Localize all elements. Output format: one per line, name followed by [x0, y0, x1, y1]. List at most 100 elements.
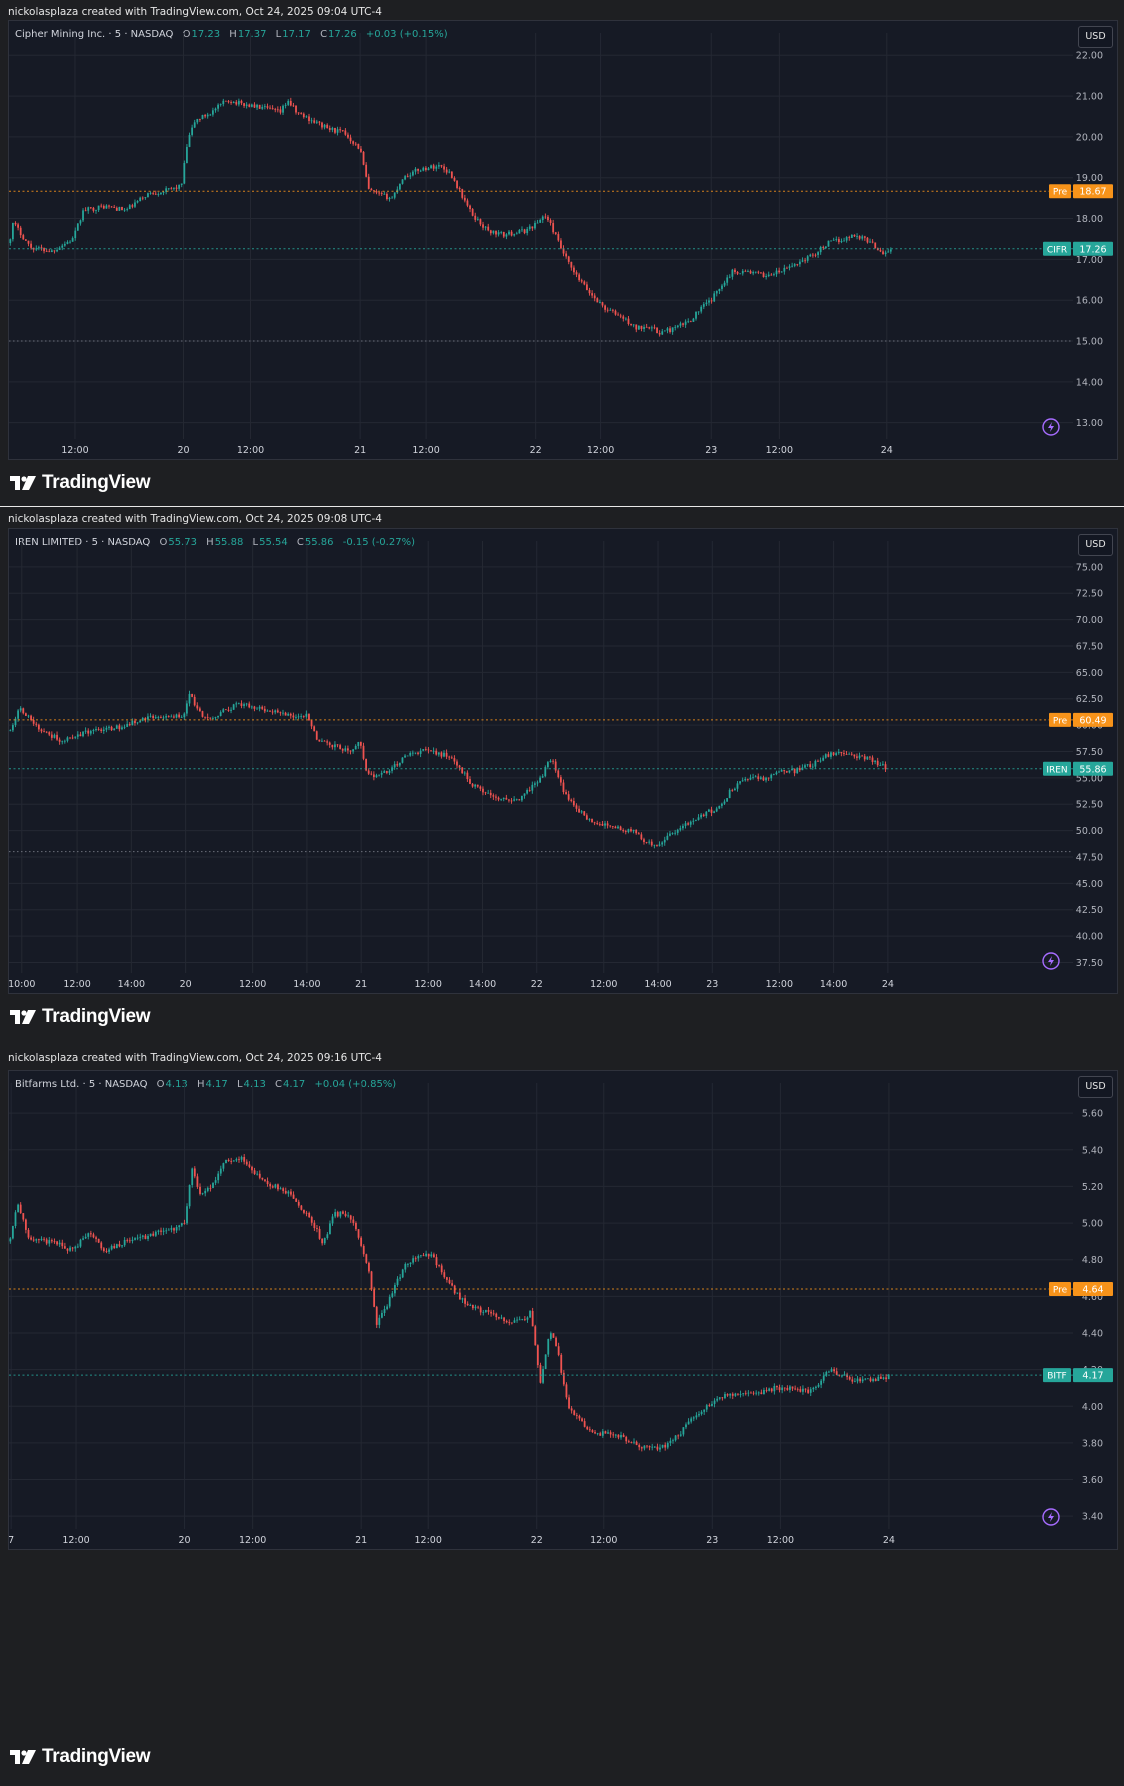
candle-body	[523, 1319, 526, 1321]
candle-body	[526, 228, 529, 234]
candle-body	[546, 762, 549, 768]
candle-body	[461, 1298, 464, 1300]
chart-area[interactable]: Cipher Mining Inc. · 5 · NASDAQ O17.23 H…	[8, 20, 1118, 460]
price-chart-svg[interactable]: 13.00 14.00 15.00 16.00 17.00 18.00 19.00 20.00…	[9, 21, 1117, 459]
candle-body	[624, 831, 627, 833]
candle-body	[786, 1388, 789, 1390]
candle-body	[243, 103, 245, 106]
candle-body	[232, 704, 235, 710]
candle-body	[601, 824, 604, 826]
candle-body	[199, 118, 201, 120]
brand-text: TradingView	[42, 472, 151, 493]
candle-body	[477, 1306, 479, 1308]
candle-body	[175, 187, 178, 189]
candle-body	[245, 104, 248, 106]
candle-body	[505, 1320, 508, 1323]
candle-body	[328, 128, 331, 130]
candle-body	[885, 1377, 887, 1380]
candles-group	[9, 97, 892, 337]
candle-body	[698, 1414, 700, 1416]
candle-body	[427, 168, 430, 171]
candle-body	[492, 230, 495, 234]
candle-body	[508, 1322, 511, 1324]
candle-body	[482, 1311, 485, 1313]
candle-body	[656, 327, 658, 334]
candle-body	[237, 703, 240, 705]
candle-body	[365, 758, 367, 771]
candle-body	[35, 723, 38, 725]
symbol-name[interactable]: IREN LIMITED · 5 · NASDAQ	[15, 537, 151, 548]
candle-body	[749, 777, 752, 780]
y-tick-label: 65.00	[1076, 668, 1103, 679]
candle-body	[344, 748, 347, 751]
candle-body	[466, 1303, 469, 1306]
tradingview-logo[interactable]: TradingView	[10, 472, 151, 493]
candle-body	[596, 1433, 599, 1435]
x-tick-label: 14:00	[469, 979, 496, 990]
candle-body	[48, 732, 51, 735]
candle-body	[653, 327, 656, 329]
candle-body	[861, 755, 864, 757]
x-tick-label: 12:00	[239, 1535, 266, 1546]
candle-body	[669, 328, 671, 333]
currency-button[interactable]: USD	[1078, 534, 1113, 556]
candle-body	[614, 310, 617, 315]
tradingview-logo[interactable]: TradingView	[10, 1746, 151, 1767]
candle-body	[250, 706, 253, 708]
candle-body	[230, 1161, 233, 1162]
candle-body	[856, 1378, 859, 1382]
candle-body	[63, 740, 66, 742]
candle-body	[170, 716, 173, 718]
low-value: 17.17	[282, 29, 311, 40]
candle-body	[188, 1185, 191, 1207]
candle-body	[414, 168, 417, 172]
candle-body	[355, 1222, 357, 1230]
candle-body	[185, 703, 188, 714]
candle-body	[269, 107, 271, 109]
candle-body	[165, 1230, 168, 1232]
candle-body	[323, 1238, 326, 1244]
candle-body	[128, 1240, 131, 1242]
y-tick-label: 72.50	[1076, 589, 1103, 600]
candle-body	[744, 1393, 747, 1395]
candle-body	[689, 821, 692, 825]
price-value-badge	[1073, 1368, 1113, 1383]
price-chart-svg[interactable]: 37.50 40.00 42.50 45.00 47.50 50.00 52.50 55.00…	[9, 529, 1117, 993]
candle-body	[63, 1246, 66, 1249]
symbol-name[interactable]: Cipher Mining Inc. · 5 · NASDAQ	[15, 29, 174, 40]
candle-body	[342, 1211, 344, 1214]
candle-body	[141, 718, 144, 721]
price-chart-svg[interactable]: 3.403.603.804.004.204.404.604.805.005.20…	[9, 1071, 1117, 1549]
candle-body	[121, 727, 123, 730]
candle-body	[721, 1397, 724, 1399]
chart-area[interactable]: IREN LIMITED · 5 · NASDAQ O55.73 H55.88 …	[8, 528, 1118, 994]
candle-body	[360, 1237, 363, 1246]
candle-body	[58, 1242, 61, 1245]
candle-body	[835, 753, 838, 755]
candle-body	[56, 1241, 58, 1245]
chart-area[interactable]: Bitfarms Ltd. · 5 · NASDAQ O4.13 H4.17 L…	[8, 1070, 1118, 1550]
candle-body	[609, 309, 612, 311]
candle-body	[27, 240, 30, 244]
candle-body	[92, 207, 95, 211]
candle-body	[824, 246, 827, 249]
candle-body	[757, 776, 760, 779]
candle-body	[100, 1242, 103, 1249]
candle-body	[175, 714, 178, 718]
candle-body	[256, 104, 258, 108]
currency-button[interactable]: USD	[1078, 26, 1113, 48]
candle-body	[718, 1397, 721, 1399]
candle-body	[409, 1262, 412, 1264]
candle-body	[463, 197, 466, 201]
candle-body	[76, 734, 79, 737]
candle-body	[695, 819, 697, 821]
candle-body	[578, 274, 581, 281]
currency-button[interactable]: USD	[1078, 1076, 1113, 1098]
candle-body	[365, 1254, 368, 1263]
candle-body	[793, 264, 796, 266]
x-tick-label: 10:00	[9, 979, 35, 990]
symbol-name[interactable]: Bitfarms Ltd. · 5 · NASDAQ	[15, 1079, 148, 1090]
candle-body	[731, 1393, 734, 1396]
tradingview-logo[interactable]: TradingView	[10, 1006, 151, 1027]
candle-body	[877, 1376, 880, 1381]
